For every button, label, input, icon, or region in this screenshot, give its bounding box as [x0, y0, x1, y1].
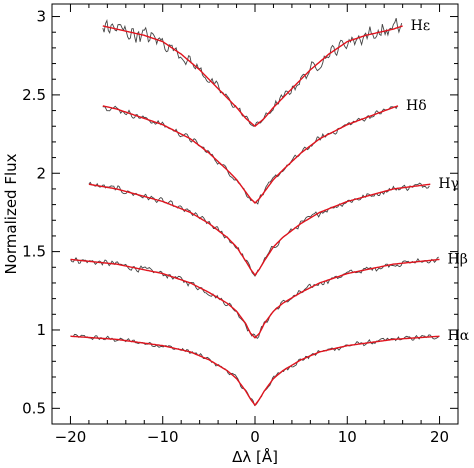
y-tick-label: 3 [36, 8, 46, 26]
y-tick-label: 2 [36, 164, 46, 182]
y-tick-label: 0.5 [22, 399, 46, 417]
series-label: Hγ [438, 176, 459, 192]
observed-spectrum-line [102, 18, 403, 127]
series-label: Hβ [448, 251, 468, 267]
model-fit-line [102, 105, 399, 204]
model-fit-line [70, 335, 440, 407]
y-tick-label: 1.5 [22, 243, 46, 261]
series-label: Hα [448, 328, 470, 344]
model-fit-line [102, 25, 403, 128]
y-axis-ticks: 0.5 1 1.5 2 2.5 3 [22, 8, 458, 417]
x-tick-label: −10 [147, 428, 179, 446]
observed-spectrum-line [88, 181, 430, 277]
x-tick-label: 10 [338, 428, 357, 446]
x-axis-ticks: −20 −10 0 10 20 [51, 4, 459, 446]
x-tick-label: −20 [55, 428, 87, 446]
observed-spectrum-line [102, 105, 398, 205]
series-label: Hε [411, 18, 430, 34]
x-tick-label: 20 [430, 428, 449, 446]
x-tick-label: 0 [250, 428, 260, 446]
y-tick-label: 1 [36, 321, 46, 339]
model-fit-line [88, 183, 431, 277]
model-fit-line [70, 258, 440, 339]
series-label-layer: Hα Hβ Hγ Hδ Hε [406, 18, 470, 344]
observed-spectrum-line [70, 333, 439, 406]
series-label: Hδ [406, 98, 427, 114]
y-tick-label: 2.5 [22, 86, 46, 104]
observed-spectrum-line [70, 256, 439, 340]
series-layer [70, 18, 440, 407]
x-axis-label: Δλ [Å] [232, 447, 278, 466]
plot-frame [51, 3, 459, 425]
y-axis-label: Normalized Flux [2, 153, 20, 274]
